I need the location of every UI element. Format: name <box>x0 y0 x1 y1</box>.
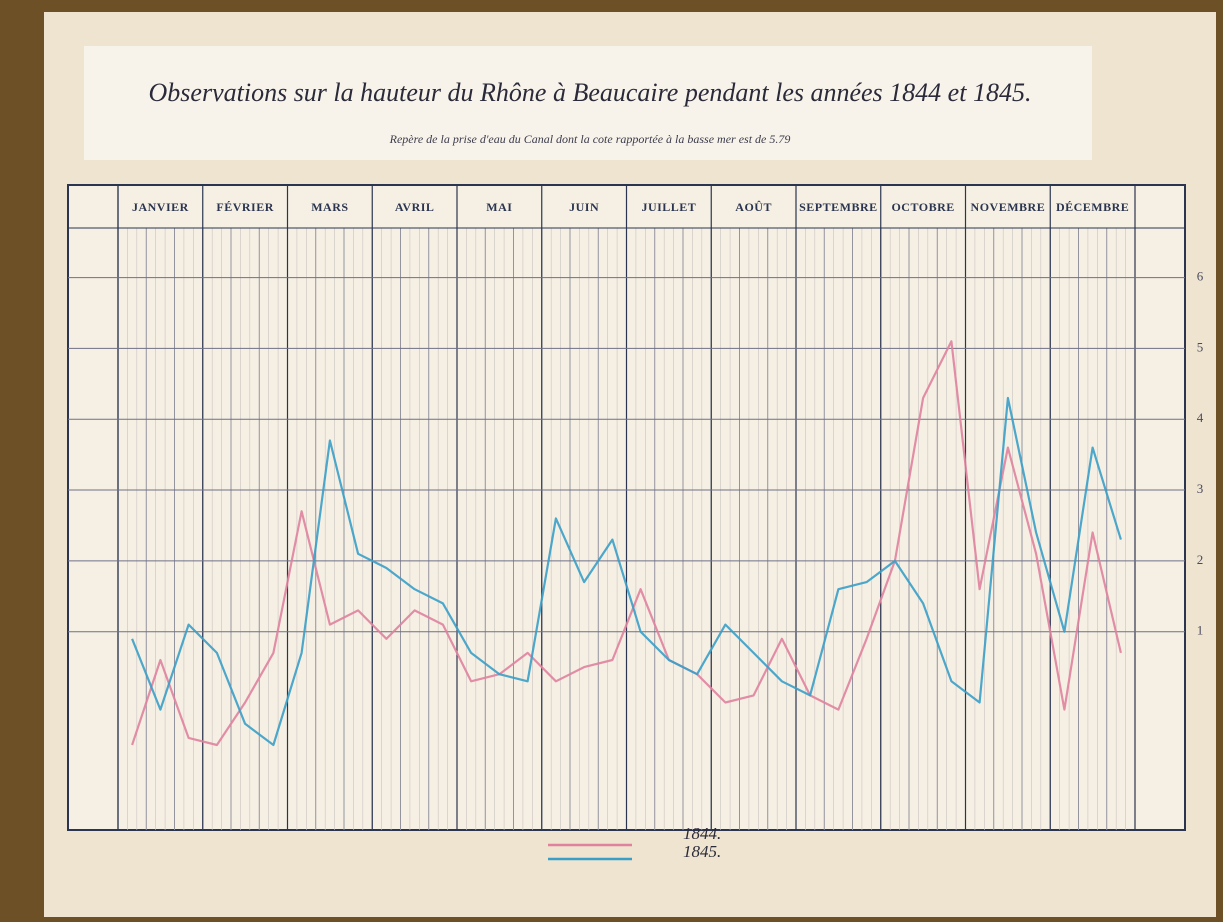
x-tick-label: SEPTEMBRE <box>799 200 878 214</box>
y-tick-label: 1 <box>1197 623 1204 638</box>
x-tick-label: DÉCEMBRE <box>1056 200 1129 214</box>
x-tick-label: FÉVRIER <box>216 200 274 214</box>
legend-label: 1844. <box>683 824 721 843</box>
y-tick-label: 5 <box>1197 339 1204 354</box>
title-panel <box>84 46 1092 160</box>
x-tick-label: AVRIL <box>395 200 435 214</box>
y-tick-label: 3 <box>1197 481 1204 496</box>
legend-label: 1845. <box>683 842 721 861</box>
y-tick-label: 4 <box>1197 410 1204 425</box>
x-tick-label: MARS <box>311 200 348 214</box>
x-tick-label: MAI <box>486 200 512 214</box>
y-tick-label: 2 <box>1197 552 1204 567</box>
series-line <box>131 396 1122 747</box>
y-tick-label: 6 <box>1197 269 1204 284</box>
x-tick-label: OCTOBRE <box>891 200 954 214</box>
x-tick-label: JANVIER <box>132 200 189 214</box>
x-tick-label: JUILLET <box>641 200 696 214</box>
series-line <box>131 340 1122 747</box>
x-tick-label: JUIN <box>569 200 599 214</box>
x-tick-label: NOVEMBRE <box>971 200 1046 214</box>
chart-title: Observations sur la hauteur du Rhône à B… <box>149 78 1032 107</box>
chart-subtitle: Repère de la prise d'eau du Canal dont l… <box>389 132 791 146</box>
x-tick-label: AOÛT <box>735 200 772 214</box>
plot-layer: JANVIER FÉVRIER MARS AVRIL MAI JUIN JUILLET AOÛ… <box>68 185 1204 861</box>
